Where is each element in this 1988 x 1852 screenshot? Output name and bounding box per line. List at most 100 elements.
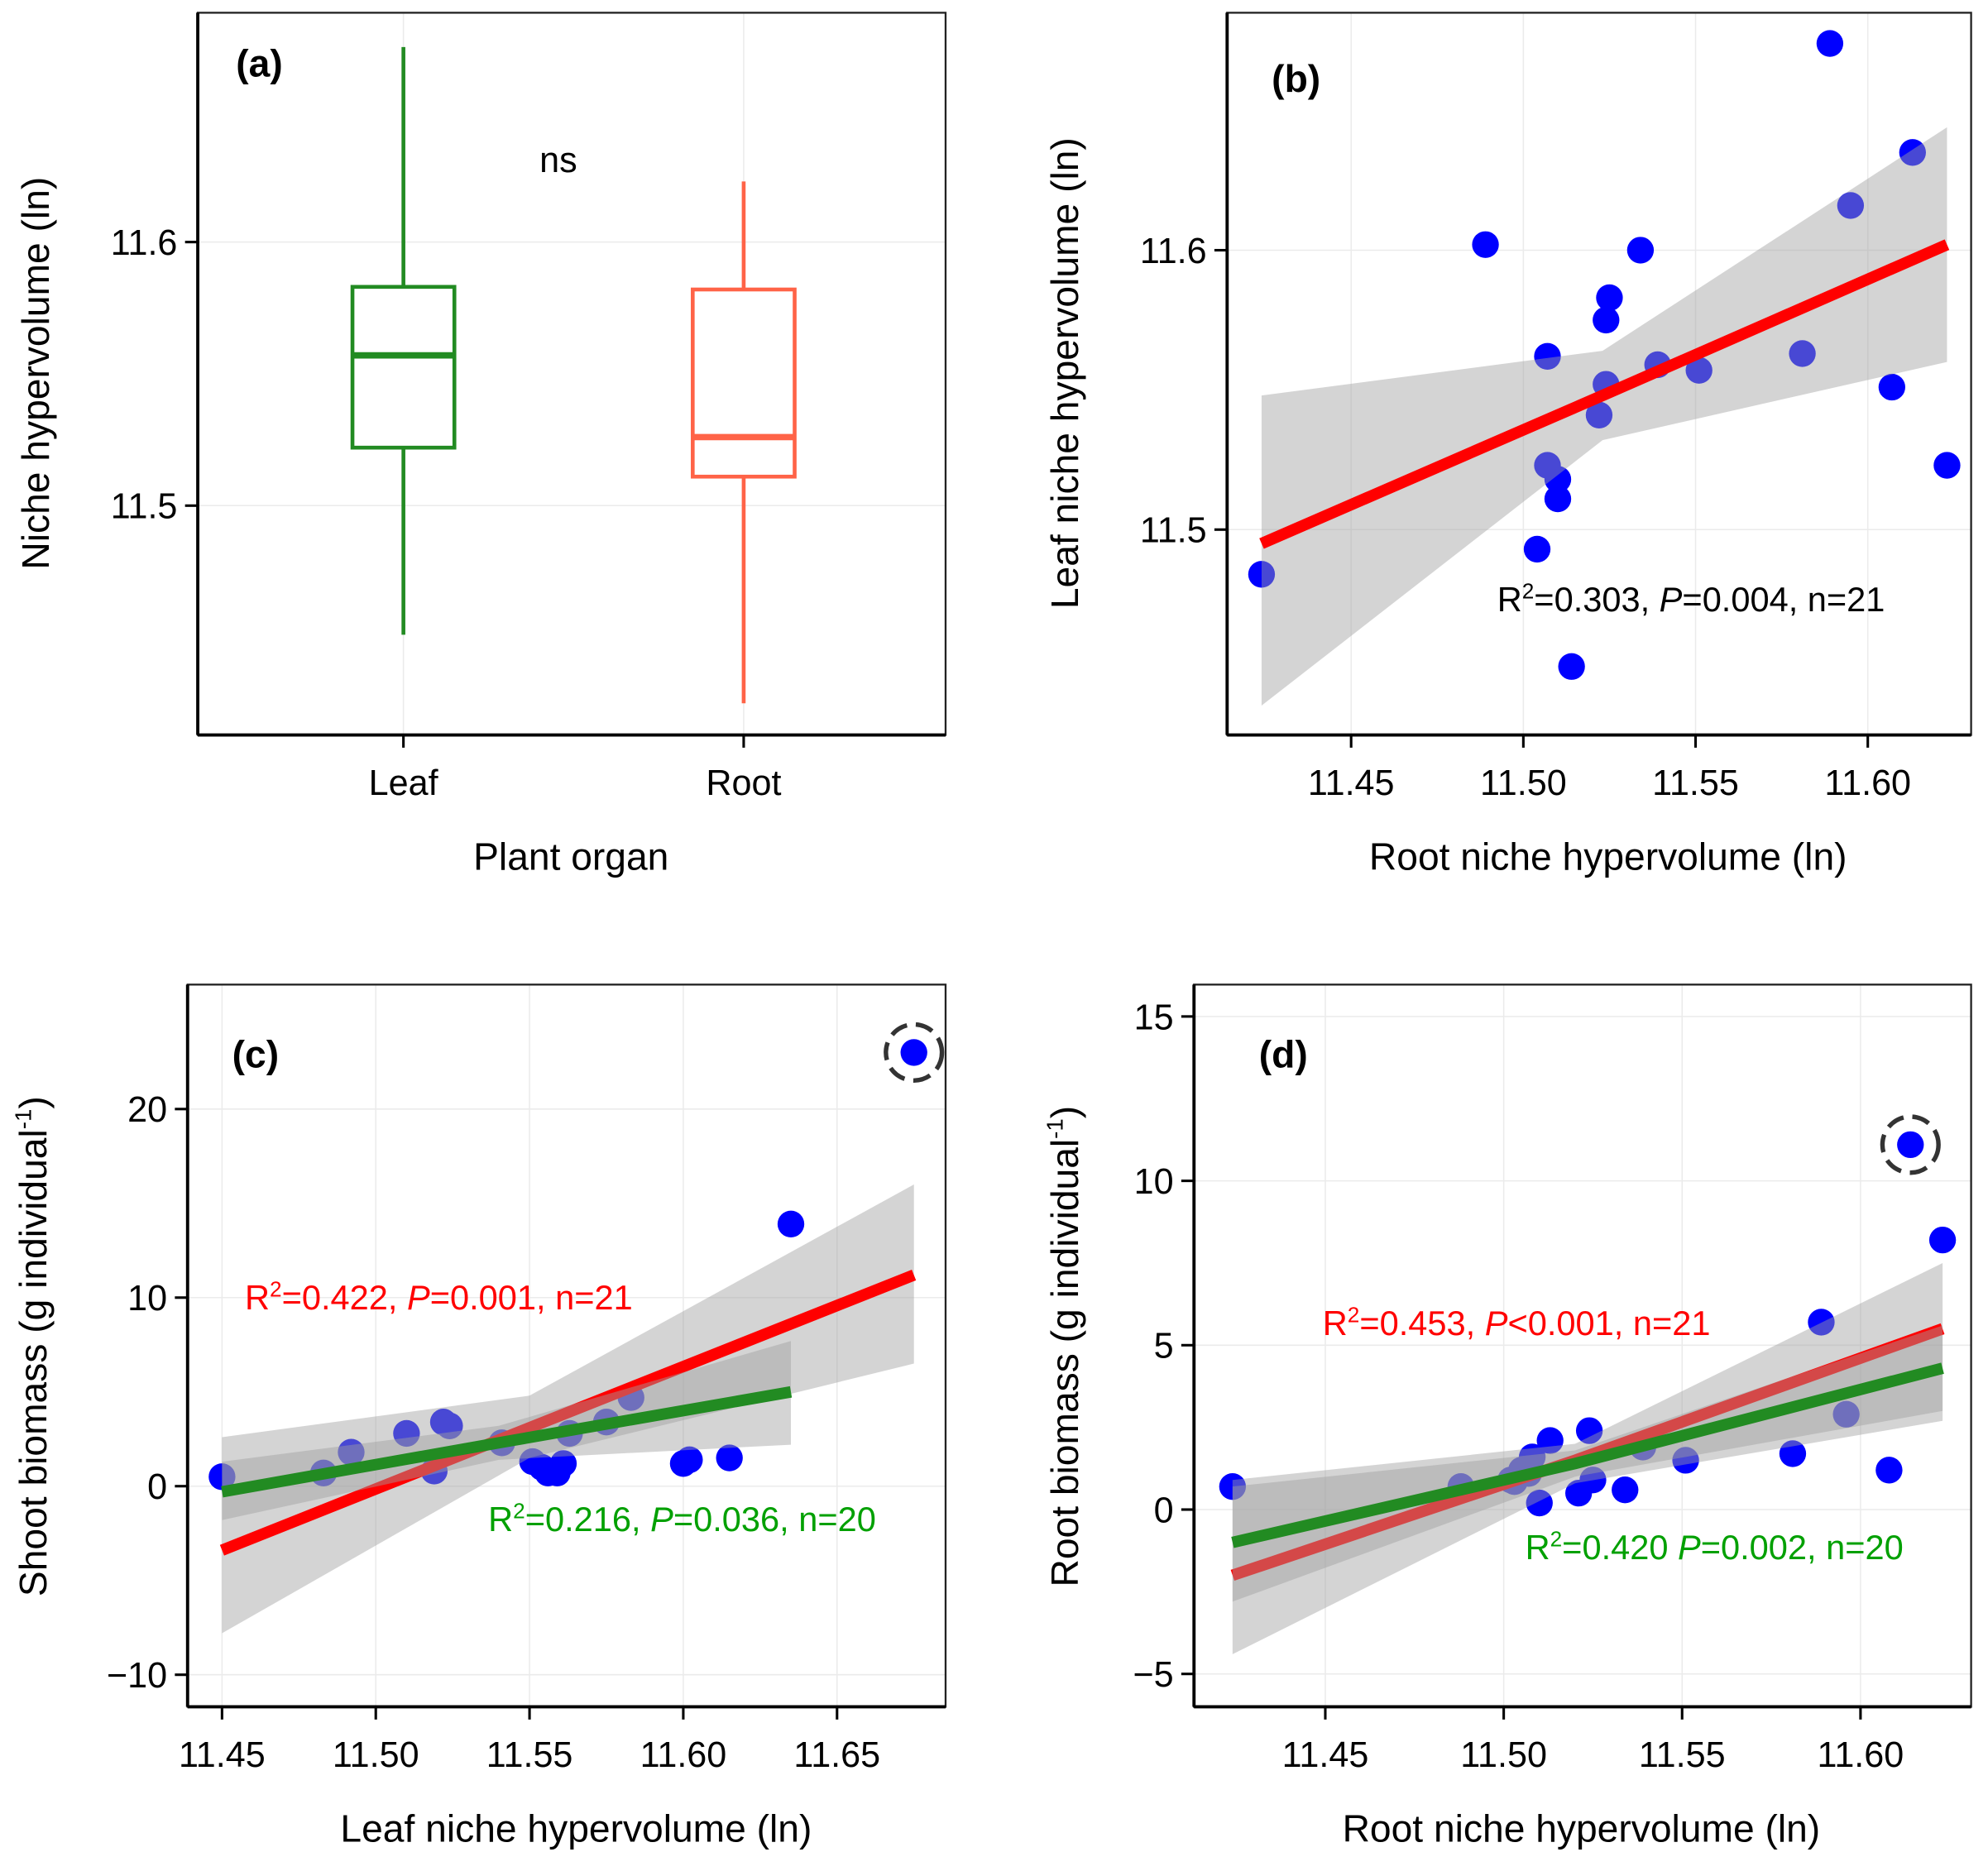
panel-1: 11.45 11.50 11.55 11.60 11.5 11.6 Root niche h… bbox=[1043, 12, 1972, 878]
regression-stats: R2=0.422, P=0.001, n=21 bbox=[245, 1277, 633, 1317]
y-tick-label: 5 bbox=[1154, 1327, 1174, 1366]
y-axis-title: Root biomass (g individual-1) bbox=[1042, 1106, 1086, 1587]
panel-0: Leaf Root 11.5 11.6 Plant organ Niche hypervo… bbox=[14, 12, 947, 878]
stat-sup: 2 bbox=[1550, 1526, 1563, 1551]
x-tick-label: Leaf bbox=[369, 763, 439, 803]
stat-p-n: =0.002, n=20 bbox=[1701, 1528, 1904, 1567]
data-point bbox=[1672, 1447, 1699, 1474]
x-axis-title: Leaf niche hypervolume (ln) bbox=[340, 1807, 812, 1850]
x-tick-label: 11.50 bbox=[1480, 763, 1567, 803]
stat-p-n: <0.001, n=21 bbox=[1507, 1304, 1710, 1342]
data-point bbox=[1544, 485, 1572, 513]
regression-line bbox=[1259, 239, 1950, 549]
x-tick-label: 11.60 bbox=[640, 1735, 727, 1775]
data-point bbox=[549, 1450, 577, 1477]
data-point bbox=[1575, 1417, 1603, 1444]
stat-sup: 2 bbox=[270, 1277, 282, 1302]
data-point bbox=[1579, 1467, 1607, 1494]
confidence-band bbox=[1261, 127, 1947, 706]
stat-sup: 2 bbox=[1348, 1302, 1360, 1327]
y-tick-label: 11.5 bbox=[1140, 511, 1207, 551]
significance-annotation: ns bbox=[539, 141, 577, 180]
data-point bbox=[528, 1453, 556, 1481]
data-point bbox=[1612, 1476, 1639, 1504]
y-axis-title-text: Root biomass (g individual bbox=[1043, 1139, 1086, 1587]
data-point bbox=[1472, 231, 1499, 258]
data-point bbox=[1816, 30, 1844, 57]
stat-p-letter: P bbox=[1678, 1528, 1701, 1567]
y-tick-label: −5 bbox=[1133, 1655, 1173, 1695]
box-root bbox=[691, 287, 797, 479]
stat-p-letter: P bbox=[1660, 580, 1683, 619]
outlier-highlight-circle bbox=[1880, 1114, 1941, 1175]
confidence-band bbox=[222, 1341, 792, 1520]
x-tick-label: 11.65 bbox=[793, 1735, 880, 1775]
y-axis-title-end: ) bbox=[12, 1096, 55, 1108]
regression-line bbox=[221, 1385, 793, 1498]
stat-r: R bbox=[1526, 1528, 1550, 1567]
data-point bbox=[393, 1419, 420, 1448]
data-point bbox=[1596, 284, 1623, 312]
y-tick-label: 10 bbox=[1134, 1162, 1174, 1202]
data-point bbox=[1534, 342, 1561, 371]
regression-line bbox=[219, 1269, 917, 1556]
panel-label: (d) bbox=[1259, 1032, 1308, 1075]
x-tick-label: 11.45 bbox=[1308, 763, 1395, 803]
y-tick-label: 11.5 bbox=[111, 487, 178, 527]
data-point bbox=[777, 1210, 805, 1238]
data-point bbox=[1585, 401, 1613, 428]
stat-p-letter: P bbox=[407, 1278, 430, 1317]
stat-p-letter: P bbox=[1485, 1304, 1508, 1342]
x-tick-label: 11.60 bbox=[1818, 1735, 1904, 1775]
data-point bbox=[1832, 1400, 1860, 1428]
panel-label: (a) bbox=[236, 41, 282, 84]
y-axis-title-sup: -1 bbox=[1042, 1118, 1068, 1139]
data-point bbox=[1544, 466, 1572, 493]
y-axis-title: Shoot biomass (g individual-1) bbox=[10, 1096, 54, 1596]
stat-r2: =0.453, bbox=[1359, 1304, 1484, 1342]
data-point bbox=[1626, 237, 1655, 264]
x-tick-label: 11.55 bbox=[1652, 763, 1739, 803]
data-point bbox=[1899, 139, 1926, 166]
stat-r: R bbox=[488, 1500, 513, 1539]
stat-p-letter: P bbox=[650, 1500, 673, 1539]
y-axis-title: Leaf niche hypervolume (ln) bbox=[1043, 137, 1086, 609]
x-tick-label: 11.50 bbox=[1460, 1735, 1547, 1775]
x-tick-label: 11.60 bbox=[1824, 763, 1911, 803]
y-tick-label: 10 bbox=[127, 1279, 167, 1318]
data-point bbox=[676, 1446, 703, 1473]
data-point bbox=[436, 1412, 463, 1439]
stat-r2: =0.422, bbox=[282, 1278, 407, 1317]
x-tick-label: 11.55 bbox=[1639, 1735, 1726, 1775]
data-point bbox=[1536, 1427, 1564, 1454]
x-tick-label: 11.45 bbox=[1282, 1735, 1369, 1775]
y-axis-title-sup: -1 bbox=[10, 1109, 36, 1130]
data-point bbox=[1837, 192, 1865, 219]
y-tick-label: 11.6 bbox=[111, 223, 178, 263]
y-tick-label: 15 bbox=[1134, 998, 1174, 1037]
data-point bbox=[1875, 1457, 1903, 1484]
panel-3: 11.45 11.50 11.55 11.60 −5 0 5 10 15 Root niche h… bbox=[1042, 983, 1972, 1850]
data-point bbox=[1219, 1473, 1247, 1500]
data-point bbox=[716, 1444, 743, 1472]
data-point bbox=[208, 1463, 236, 1491]
panel-2: 11.45 11.50 11.55 11.60 11.65 −10 0 10 20 Leaf ni… bbox=[10, 983, 947, 1850]
data-point bbox=[1878, 373, 1906, 401]
y-tick-label: 0 bbox=[147, 1467, 167, 1507]
data-point bbox=[1897, 1131, 1924, 1159]
x-axis-title: Root niche hypervolume (ln) bbox=[1343, 1807, 1821, 1850]
regression-stats: R2=0.303, P=0.004, n=21 bbox=[1497, 579, 1885, 619]
regression-stats: R2=0.216, P=0.036, n=20 bbox=[488, 1499, 876, 1539]
stat-r2: =0.303, bbox=[1534, 580, 1659, 619]
data-point bbox=[1523, 535, 1551, 563]
x-tick-label: 11.55 bbox=[486, 1735, 573, 1775]
stat-sup: 2 bbox=[1522, 579, 1535, 604]
stat-r: R bbox=[1497, 580, 1522, 619]
x-tick-label: 11.45 bbox=[179, 1735, 266, 1775]
data-point bbox=[1685, 357, 1713, 384]
regression-stats: R2=0.420 P=0.002, n=20 bbox=[1526, 1526, 1904, 1566]
y-axis-title-text: Shoot biomass (g individual bbox=[12, 1129, 55, 1596]
y-tick-label: 20 bbox=[127, 1090, 167, 1130]
stat-r: R bbox=[245, 1278, 270, 1317]
